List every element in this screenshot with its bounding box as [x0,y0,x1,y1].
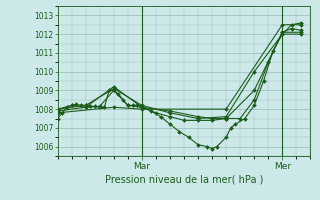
X-axis label: Pression niveau de la mer( hPa ): Pression niveau de la mer( hPa ) [105,175,263,185]
